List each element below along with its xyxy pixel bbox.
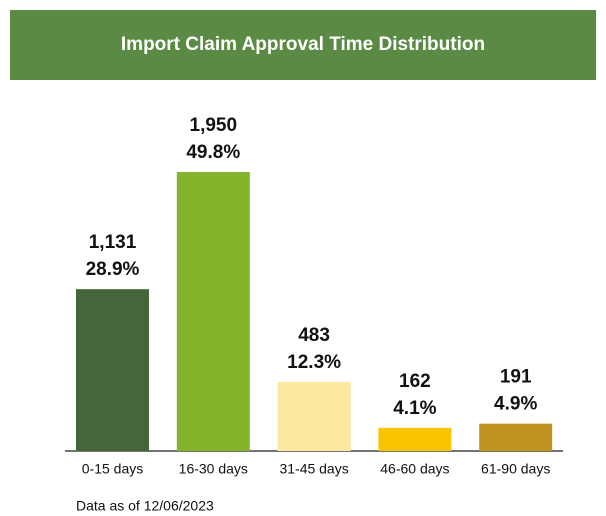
percentage-label: 4.1%	[393, 398, 436, 419]
percentage-label: 12.3%	[287, 352, 341, 373]
bar	[76, 289, 149, 451]
percentage-label: 28.9%	[86, 259, 140, 280]
header-band	[10, 10, 596, 80]
percentage-label: 49.8%	[186, 142, 240, 163]
x-tick-label: 61-90 days	[481, 461, 550, 477]
bar	[378, 427, 452, 451]
value-label: 191	[500, 367, 532, 388]
value-label: 1,131	[89, 232, 137, 253]
bar	[277, 381, 351, 451]
x-tick-label: 0-15 days	[82, 461, 143, 477]
value-label: 162	[399, 371, 431, 392]
x-tick-label: 31-45 days	[279, 461, 348, 477]
chart-title: Import Claim Approval Time Distribution	[121, 34, 485, 55]
percentage-label: 4.9%	[494, 394, 537, 415]
x-tick-label: 46-60 days	[380, 461, 449, 477]
footnote: Data as of 12/06/2023	[76, 498, 214, 514]
x-tick-label: 16-30 days	[179, 461, 248, 477]
value-label: 483	[298, 325, 330, 346]
bar	[176, 172, 250, 451]
bar	[479, 423, 553, 451]
value-label: 1,950	[190, 115, 238, 136]
